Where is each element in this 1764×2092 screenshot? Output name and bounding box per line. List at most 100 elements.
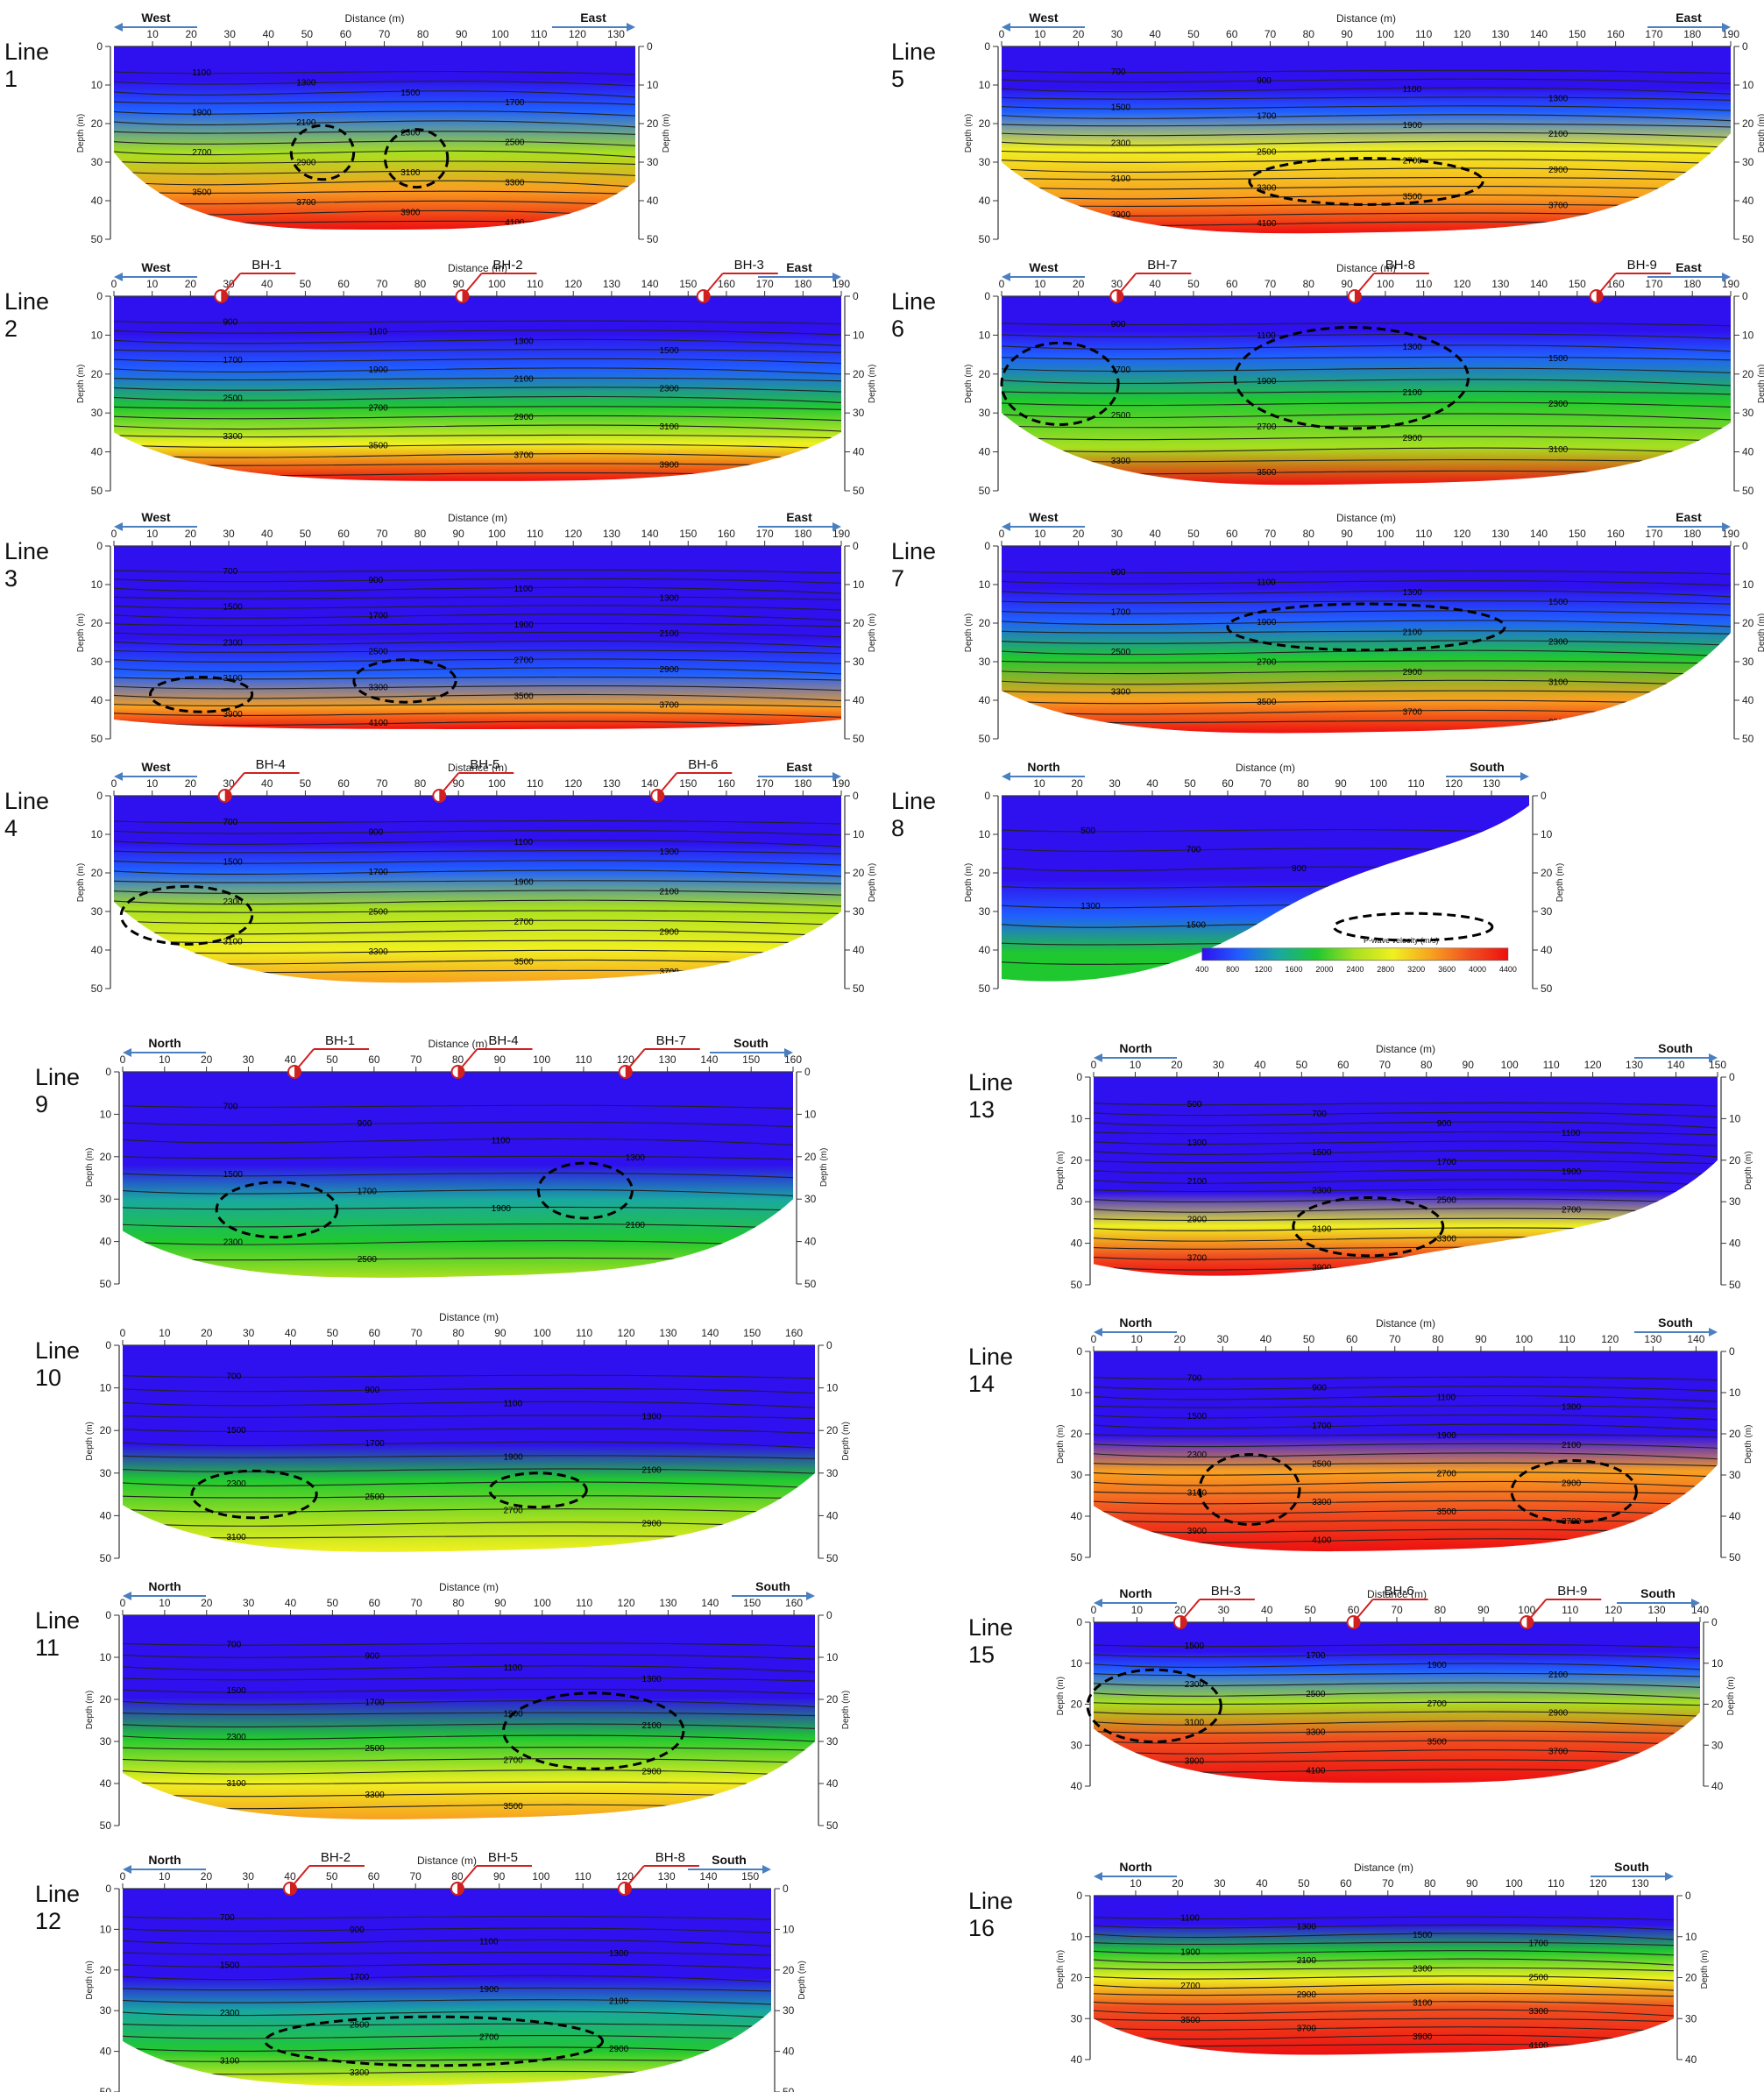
contour-label: 1700 (1111, 365, 1131, 375)
x-tick-label: 10 (146, 528, 159, 540)
contour-label: 3900 (223, 710, 244, 720)
contour-label: 1900 (514, 877, 535, 887)
anomaly-outline (119, 884, 254, 946)
x-tick-label: 60 (369, 1597, 381, 1609)
direction-label-right: East (1675, 260, 1702, 274)
anomaly-outline (289, 124, 356, 181)
borehole-label: BH-7 (1147, 258, 1177, 273)
depth-tick-label: 30 (826, 1735, 839, 1748)
direction-label-right: South (755, 1579, 790, 1593)
depth-tick-label: 0 (1729, 1345, 1735, 1358)
borehole-marker-icon (617, 1882, 632, 1896)
x-tick-label: 140 (641, 777, 659, 790)
x-tick-label: 70 (410, 1053, 422, 1066)
x-axis-title: Distance (m) (1354, 1862, 1413, 1874)
x-tick-label: 10 (146, 777, 159, 790)
contour-line (123, 1441, 815, 1449)
borehole-marker-icon (439, 790, 446, 802)
contour-label: 2700 (192, 148, 212, 158)
x-tick-label: 120 (617, 1053, 634, 1066)
contour-line (1094, 1208, 1718, 1216)
direction-label-right: East (786, 260, 812, 274)
depth-tick-label: 20 (91, 117, 103, 130)
x-tick-label: 10 (1034, 528, 1046, 540)
velocity-field (114, 796, 841, 983)
contour-label: 2100 (1548, 1670, 1569, 1680)
x-tick-label: 50 (1187, 28, 1200, 40)
contour-line (114, 658, 841, 664)
depth-tick-label: 20 (853, 617, 865, 629)
x-tick-label: 0 (999, 28, 1005, 40)
x-tick-label: 130 (659, 1327, 677, 1339)
x-tick-label: 20 (1073, 28, 1085, 40)
depth-tick-label: 20 (979, 368, 991, 380)
depth-tick-label: 30 (1541, 905, 1553, 918)
arrowhead-icon (1709, 1053, 1718, 1062)
x-tick-label: 10 (1034, 278, 1046, 290)
contour-label: 2500 (365, 1744, 386, 1754)
x-tick-label: 50 (1187, 278, 1200, 290)
depth-tick-label: 0 (1685, 1890, 1691, 1902)
contour-line (114, 830, 841, 836)
contour-line (1094, 1140, 1718, 1146)
contour-line (1094, 1471, 1718, 1478)
contour-line (1094, 1749, 1700, 1757)
contour-line (123, 1240, 793, 1248)
depth-tick-label: 40 (979, 694, 991, 706)
depth-tick-label: 10 (979, 329, 991, 341)
x-tick-label: 20 (1073, 528, 1085, 540)
depth-axis-title: Depth (m) (1744, 1425, 1753, 1464)
contour-label: 3300 (505, 178, 525, 188)
x-tick-label: 20 (185, 777, 197, 790)
x-tick-label: 130 (658, 1870, 676, 1883)
anomaly-outline (488, 1471, 588, 1509)
contour-label: 1500 (223, 1170, 244, 1180)
depth-tick-label: 50 (1071, 1279, 1083, 1291)
contour-line (1094, 1916, 1674, 1921)
borehole-label: BH-6 (1384, 1584, 1413, 1599)
borehole-callout (220, 273, 242, 297)
contour-label: 3900 (1548, 718, 1569, 727)
x-tick-label: 160 (718, 278, 735, 290)
x-tick-label: 150 (743, 1597, 761, 1609)
depth-tick-label: 50 (1541, 982, 1553, 995)
contour-line (123, 2023, 771, 2028)
contour-label: 3300 (1111, 457, 1131, 466)
x-tick-label: 0 (111, 528, 117, 540)
x-tick-label: 100 (1377, 28, 1394, 40)
x-tick-label: 40 (261, 278, 273, 290)
depth-tick-label: 40 (853, 944, 865, 956)
x-tick-label: 40 (261, 777, 273, 790)
contour-label: 2500 (505, 138, 525, 148)
x-tick-label: 40 (285, 1327, 297, 1339)
arrowhead-icon (123, 1865, 131, 1874)
borehole-callout (656, 772, 678, 797)
x-tick-label: 60 (368, 1053, 380, 1066)
borehole-callout (1180, 1599, 1201, 1623)
x-tick-label: 80 (452, 1327, 464, 1339)
depth-tick-label: 10 (853, 578, 865, 591)
depth-tick-label: 10 (100, 1108, 112, 1120)
contour-line (114, 101, 635, 105)
contour-line (1094, 1394, 1718, 1402)
depth-tick-label: 10 (979, 79, 991, 91)
contour-label: 2700 (479, 2032, 499, 2042)
contour-label: 1300 (1187, 1138, 1208, 1148)
line-label: Line 3 (4, 538, 50, 592)
depth-tick-label: 10 (1729, 1112, 1741, 1124)
borehole-callout (1352, 1599, 1374, 1623)
x-tick-label: 110 (527, 777, 543, 790)
contour-line (1094, 1925, 1674, 1931)
borehole-label: BH-2 (321, 1850, 351, 1865)
contour-label: 3100 (1312, 1225, 1332, 1235)
borehole-marker-icon (1353, 1616, 1360, 1628)
contour-line (123, 1206, 793, 1211)
contour-line (1002, 203, 1731, 209)
contour-label: 3500 (1427, 1738, 1448, 1748)
contour-line (114, 929, 841, 937)
depth-tick-label: 30 (647, 156, 659, 168)
depth-tick-label: 30 (1071, 2012, 1083, 2025)
contour-line (1094, 1701, 1700, 1706)
direction-label-left: North (1119, 1860, 1151, 1874)
contour-line (1094, 1217, 1718, 1223)
